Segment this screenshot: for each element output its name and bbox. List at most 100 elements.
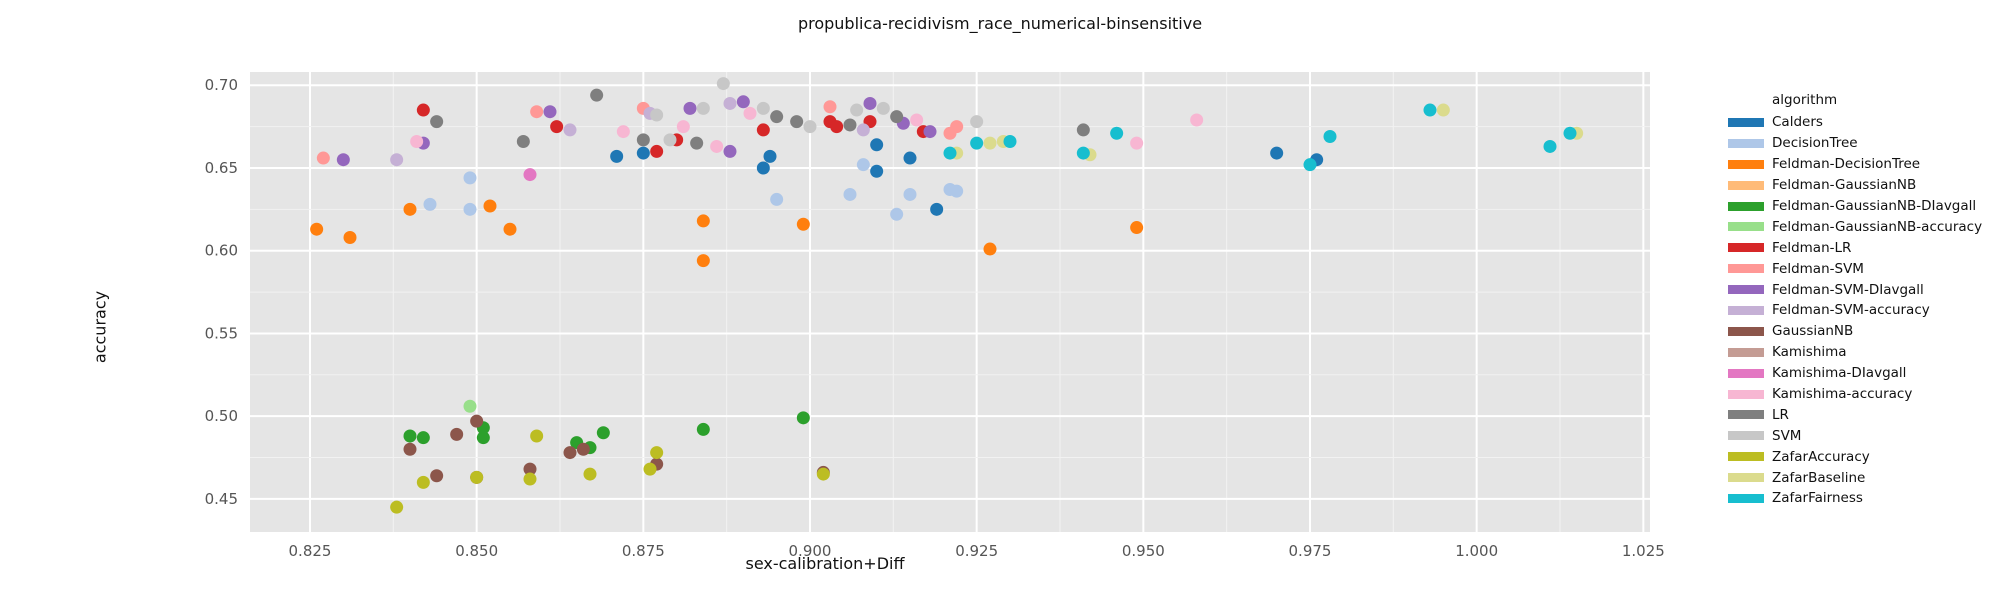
point-svm [650,108,664,122]
point-zafaraccuracy [523,472,537,486]
legend-item: Feldman-SVM-accuracy [1728,300,1982,321]
point-feldman-decisiontree [483,199,497,213]
x-tick-label: 0.900 [789,542,832,560]
legend-item: Kamishima-accuracy [1728,384,1982,405]
point-feldman-decisiontree [696,254,710,268]
legend-label: Feldman-DecisionTree [1772,156,1921,173]
legend-swatch [1728,243,1764,253]
legend-label: Feldman-SVM [1772,260,1864,277]
point-calders [610,149,624,163]
point-gaussiannb [430,469,444,483]
point-gaussiannb [450,427,464,441]
legend-item: Calders [1728,112,1982,133]
point-feldman-gaussiannb-diavgall [416,431,430,445]
y-tick-label: 0.55 [205,324,238,342]
chart-title: propublica-recidivism_race_numerical-bin… [797,14,1203,33]
point-feldman-svm [530,105,544,119]
point-feldman-svm-accuracy [856,123,870,137]
x-tick-label: 0.825 [289,542,332,560]
point-zafaraccuracy [650,446,664,460]
legend-swatch [1728,180,1764,190]
point-feldman-gaussiannb-diavgall [796,411,810,425]
legend-item: LR [1728,404,1982,425]
point-lr [1076,123,1090,137]
point-feldman-svm-diavgall [336,153,350,167]
point-calders [763,149,777,163]
legend-swatch [1728,285,1764,295]
point-feldman-svm-accuracy [563,123,577,137]
point-feldman-lr [416,103,430,117]
y-tick-label: 0.65 [205,159,238,177]
legend-item: Kamishima-DIavgall [1728,363,1982,384]
point-zafarfairness [1303,158,1317,172]
legend-swatch [1728,431,1764,441]
legend-item: ZafarBaseline [1728,467,1982,488]
legend-item: Kamishima [1728,342,1982,363]
point-feldman-decisiontree [503,222,517,236]
point-svm [696,101,710,115]
point-calders [870,164,884,178]
point-decisiontree [463,202,477,216]
point-zafarbaseline [983,136,997,150]
point-feldman-lr [650,144,664,158]
legend-label: ZafarBaseline [1772,469,1866,486]
x-tick-label: 0.925 [955,542,998,560]
x-axis-label: sex-calibration+Diff [745,554,905,573]
point-zafarfairness [1110,126,1124,140]
point-feldman-decisiontree [696,214,710,228]
point-kamishima-accuracy [676,120,690,134]
point-feldman-svm-diavgall [736,95,750,109]
x-tick-label: 0.950 [1122,542,1165,560]
legend-label: Kamishima-DIavgall [1772,365,1907,382]
legend-swatch [1728,452,1764,462]
legend-item: ZafarAccuracy [1728,446,1982,467]
point-calders [930,202,944,216]
point-kamishima-diavgall [523,168,537,182]
point-zafaraccuracy [390,500,404,514]
point-zafarbaseline [1436,103,1450,117]
legend-item: Feldman-SVM-DIavgall [1728,279,1982,300]
legend-swatch [1728,389,1764,399]
grid-lines [250,72,1650,532]
point-feldman-gaussiannb-diavgall [696,422,710,436]
legend-label: Calders [1772,114,1823,131]
y-tick-label: 0.50 [205,407,238,425]
point-gaussiannb [403,442,417,456]
point-decisiontree [890,207,904,221]
point-lr [890,110,904,124]
point-zafarfairness [943,146,957,160]
legend-label: Feldman-SVM-DIavgall [1772,281,1924,298]
point-feldman-lr [830,120,844,134]
point-feldman-svm-accuracy [723,96,737,110]
point-svm [970,115,984,129]
legend-swatch [1728,138,1764,148]
y-axis-label: accuracy [90,290,110,364]
point-feldman-svm-diavgall [863,96,877,110]
point-kamishima-accuracy [1190,113,1204,127]
legend-label: ZafarFairness [1772,490,1863,507]
point-zafaraccuracy [643,462,657,476]
point-zafarfairness [1543,139,1557,153]
point-feldman-decisiontree [403,202,417,216]
axis-tick-labels: 0.825 0.850 0.875 0.900 0.925 0.950 0.975 1.000… [205,76,1665,560]
legend-swatch [1728,473,1764,483]
data-points [310,77,1584,514]
legend-item: Feldman-DecisionTree [1728,154,1982,175]
point-lr [843,118,857,132]
point-calders [636,146,650,160]
legend-swatch [1728,347,1764,357]
legend-item: ZafarFairness [1728,488,1982,509]
point-kamishima-accuracy [616,125,630,139]
legend-swatch [1728,368,1764,378]
legend-swatch [1728,410,1764,420]
point-zafaraccuracy [530,429,544,443]
point-zafarfairness [1003,134,1017,148]
point-feldman-decisiontree [1130,221,1144,235]
point-feldman-decisiontree [796,217,810,231]
x-tick-label: 1.000 [1455,542,1498,560]
legend-swatch [1728,305,1764,315]
point-feldman-gaussiannb-diavgall [596,426,610,440]
point-svm [756,101,770,115]
point-calders [870,138,884,152]
point-feldman-svm-diavgall [723,144,737,158]
